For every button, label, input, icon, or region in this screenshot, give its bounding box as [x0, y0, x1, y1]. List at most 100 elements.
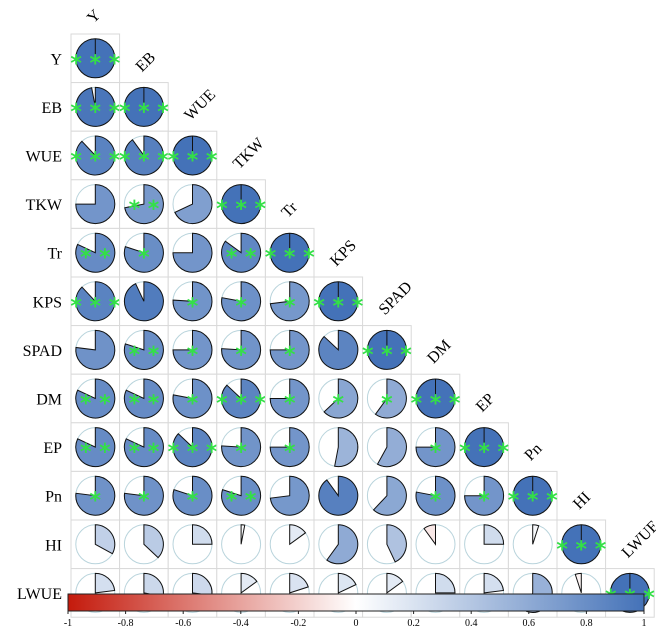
column-label-kps: KPS	[327, 237, 360, 270]
significance-stars: * *	[80, 246, 111, 271]
pie-slice	[172, 329, 213, 370]
colorbar-tick-label: -0.6	[175, 618, 191, 629]
row-label-eb: EB	[42, 100, 62, 117]
cell-hi-y	[70, 519, 121, 570]
significance-stars: *	[284, 440, 296, 465]
pie-slice	[318, 329, 359, 370]
cell-kps-eb	[119, 276, 169, 327]
cell-pn-wue: *	[167, 470, 218, 521]
column-label-spad: SPAD	[376, 279, 416, 319]
pie-slice	[221, 427, 262, 468]
pie-slice	[123, 427, 164, 468]
cell-ep-tkw: *	[216, 422, 266, 472]
pie-slice	[192, 524, 213, 545]
cell-spad-wue: *	[167, 325, 218, 375]
pie-slice	[221, 475, 262, 516]
pie-slice	[75, 378, 116, 419]
cell-ep-wue: * * *	[168, 422, 218, 472]
significance-stars: *	[284, 343, 296, 368]
significance-stars: * * *	[70, 149, 120, 174]
significance-stars: *	[90, 489, 102, 514]
cell-pn-pn: * * *	[508, 470, 558, 521]
pie-slice	[415, 427, 456, 468]
cell-hi-wue	[167, 519, 218, 570]
cell-hi-spad	[362, 519, 412, 570]
colorbar-tick-label: 1	[642, 618, 647, 629]
significance-stars: * *	[129, 440, 160, 465]
cell-ep-ep: * * *	[459, 422, 510, 472]
cell-pn-tr	[264, 470, 315, 521]
cell-ep-eb: * *	[119, 422, 169, 472]
significance-stars: *	[430, 440, 442, 465]
pie-slice	[75, 427, 116, 468]
cell-tr-tkw: * *	[216, 227, 266, 278]
cell-tkw-eb: * *	[119, 179, 169, 229]
pie-slice	[532, 524, 540, 545]
pie-slice	[174, 184, 213, 225]
pie-slice	[123, 475, 164, 516]
row-label-tkw: TKW	[26, 197, 63, 214]
significance-stars: *	[187, 294, 199, 319]
pie-slice	[75, 475, 116, 516]
cell-spad-spad: * * *	[362, 325, 412, 375]
row-label-lwue: LWUE	[17, 586, 62, 603]
column-label-dm: DM	[424, 337, 454, 367]
colorbar-tick-label: 0.4	[465, 618, 478, 629]
pie-slice	[75, 135, 116, 176]
pie-slice	[123, 378, 164, 419]
colorbar-tick-label: -0.4	[233, 618, 249, 629]
cell-y-y: * * *	[70, 33, 121, 84]
row-label-dm: DM	[36, 392, 62, 409]
colorbar-tick-label: -0.8	[118, 618, 134, 629]
pie-slice	[123, 135, 164, 176]
column-label-pn: Pn	[522, 440, 546, 464]
pie-slice	[172, 281, 213, 322]
cell-tkw-wue	[167, 179, 218, 229]
pie-slice	[423, 524, 436, 546]
cell-spad-kps	[313, 325, 364, 375]
row-label-y: Y	[50, 51, 62, 68]
colorbar-tick-label: 0	[354, 618, 359, 629]
pie-slice	[318, 475, 359, 516]
cell-hi-eb	[119, 519, 169, 570]
cell-spad-tr: *	[264, 325, 315, 375]
cell-dm-tr: *	[264, 373, 315, 424]
colorbar-tick-label: -1	[64, 618, 72, 629]
significance-stars: *	[235, 440, 247, 465]
pie-slice	[172, 232, 213, 273]
cell-pn-eb: *	[119, 470, 169, 521]
colorbar-tick-label: 0.2	[407, 618, 420, 629]
pie-slice	[221, 329, 262, 370]
significance-stars: * * *	[459, 440, 509, 465]
significance-stars: *	[381, 392, 393, 417]
pie-slice	[464, 475, 505, 516]
significance-stars: * * *	[119, 149, 169, 174]
significance-stars: * *	[129, 197, 160, 222]
pie-slice	[75, 232, 116, 273]
pie-slice	[124, 184, 164, 225]
pie-slice	[75, 86, 116, 127]
significance-stars: * * *	[265, 246, 315, 271]
significance-stars: *	[187, 489, 199, 514]
cell-eb-y: * * *	[70, 82, 121, 132]
significance-stars: * * *	[70, 100, 120, 125]
pie-slice	[289, 524, 307, 546]
pie-slice	[372, 475, 407, 516]
pie-slice	[376, 427, 407, 468]
cell-kps-y: * * *	[70, 276, 121, 327]
column-label-tr: Tr	[279, 198, 302, 221]
cell-hi-hi: * * *	[556, 519, 607, 570]
cell-hi-dm	[410, 519, 461, 570]
pie-slice	[269, 329, 310, 370]
significance-stars: * * *	[119, 100, 169, 125]
column-label-y: Y	[84, 6, 105, 27]
significance-stars: * * *	[556, 537, 606, 562]
significance-stars: * *	[80, 392, 111, 417]
pie-slice	[143, 524, 164, 559]
cell-spad-eb: * *	[119, 325, 169, 375]
cell-wue-eb: * * *	[119, 130, 169, 181]
cell-ep-kps	[313, 422, 364, 472]
significance-stars: *	[284, 392, 296, 417]
pie-slice	[221, 378, 262, 419]
